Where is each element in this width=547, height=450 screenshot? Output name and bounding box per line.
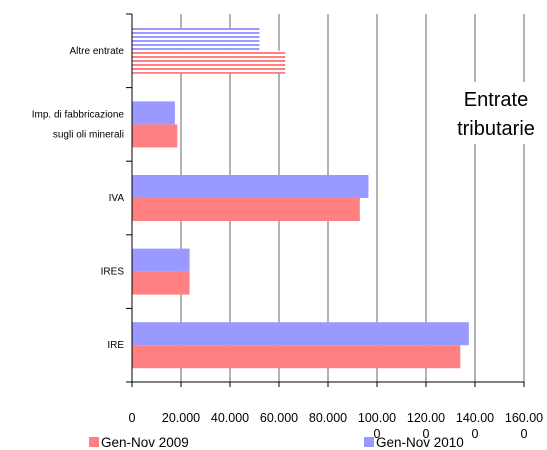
bar-1-series-0 [132,271,190,295]
bar-4-series-0 [132,50,286,74]
title-box: Entrate tributarie [452,82,546,144]
category-label-1-line-0: IRES [101,267,125,278]
bar-3-series-1 [132,101,175,125]
bar-2-series-1 [132,175,369,198]
bar-0-series-1 [132,322,469,346]
legend-label-2010: Gen-Nov 2010 [376,435,464,450]
x-tick-label-7-line-1: 0 [472,427,479,441]
bar-3-series-0 [132,124,178,148]
x-tick-label-8-line-0: 160.00 [505,411,543,425]
x-tick-label-7-line-0: 140.00 [456,411,494,425]
bars [132,27,469,369]
x-tick-labels: 0 20.000 40.000 60.000 80.000 100.00 0 120.00 0 1… [129,411,544,441]
category-label-3-line-0: Imp. di fabbricazione [32,109,125,120]
category-label-4-line-0: Altre entrate [70,46,125,57]
category-label-0-line-0: IRE [107,340,124,351]
legend-swatch-2009 [89,437,99,447]
x-tick-label-2-line-0: 40.000 [211,411,249,425]
x-tick-label-1-line-0: 20.000 [162,411,200,425]
bar-1-series-1 [132,248,190,272]
legend: Gen-Nov 2009 Gen-Nov 2010 [89,435,464,450]
x-tick-label-3-line-0: 60.000 [260,411,298,425]
x-tick-label-5-line-0: 100.00 [358,411,396,425]
x-tick-label-8-line-1: 0 [521,427,528,441]
x-tick-label-4-line-0: 80.000 [309,411,347,425]
legend-label-2009: Gen-Nov 2009 [101,435,189,450]
chart-title-line-2: tributarie [457,118,535,140]
x-tick-label-6-line-1: 0 [423,427,430,441]
bar-2-series-0 [132,198,360,221]
legend-swatch-2010 [364,437,374,447]
bar-0-series-0 [132,345,461,369]
x-tick-label-6-line-0: 120.00 [407,411,445,425]
category-label-2-line-0: IVA [109,193,125,204]
category-label-3-line-1: sugli oli minerali [53,129,124,140]
chart-title-line-1: Entrate [464,89,528,111]
bar-4-series-1 [132,27,260,51]
x-tick-label-5-line-1: 0 [374,427,381,441]
x-tick-label-0-line-0: 0 [129,411,136,425]
title-box-background [452,82,546,144]
category-labels: IRE IRES IVA Imp. di fabbricazione sugli oli… [32,46,125,351]
axes [126,13,525,387]
